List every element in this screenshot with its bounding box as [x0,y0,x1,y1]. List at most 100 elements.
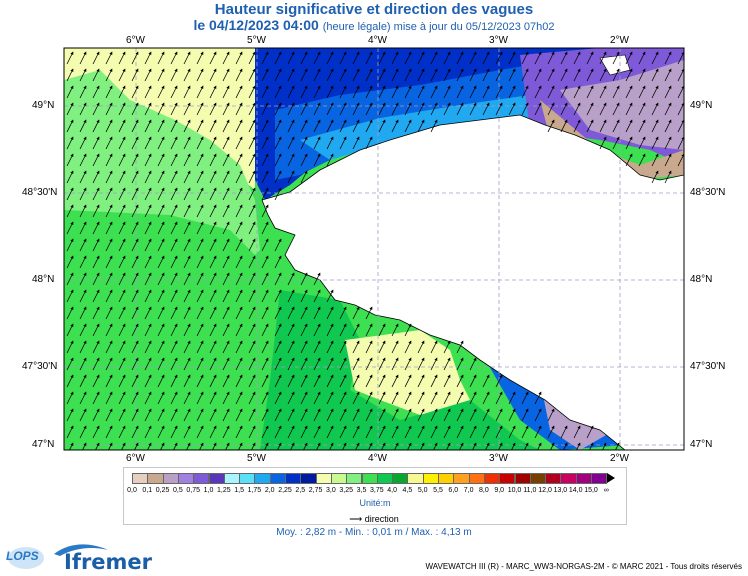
direction-arrow [326,340,334,354]
direction-arrow [313,136,321,150]
direction-arrow [339,85,347,99]
direction-arrow [225,442,230,450]
direction-arrow [651,68,659,82]
direction-arrow [602,442,607,450]
direction-arrow [352,68,360,82]
direction-arrow [105,102,113,116]
direction-arrow [92,102,100,116]
direction-arrow [261,374,269,388]
direction-arrow [144,306,152,320]
direction-arrow [248,306,256,320]
direction-arrow [144,374,152,388]
direction-arrow [625,153,633,167]
direction-arrow [430,391,438,405]
direction-arrow [222,255,230,269]
legend-level-label: 5,5 [433,487,443,494]
legend-swatch [346,473,363,484]
direction-arrow [443,374,451,388]
direction-arrow [378,408,386,422]
direction-arrow [92,425,100,439]
direction-arrow [157,187,165,201]
direction-arrow [534,85,542,99]
direction-arrow [79,238,87,252]
direction-arrow [300,289,308,303]
direction-arrow [79,136,87,150]
direction-arrow [352,136,360,150]
direction-arrow [547,51,555,65]
direction-arrow [157,51,165,65]
direction-arrow [459,442,464,450]
direction-arrow [550,442,555,450]
direction-arrow [534,102,542,116]
direction-arrow [524,442,529,450]
direction-arrow [417,374,425,388]
direction-arrow [495,68,503,82]
direction-arrow [612,119,620,133]
direction-arrow [157,323,165,337]
direction-arrow [521,68,529,82]
direction-arrow [105,255,113,269]
direction-arrow [287,68,295,82]
direction-arrow [92,255,100,269]
direction-arrow [456,340,464,354]
legend-swatch [468,473,485,484]
direction-arrow [92,51,100,65]
direction-label: direction [364,514,399,524]
direction-arrow [170,255,178,269]
direction-arrow [183,153,191,167]
direction-arrow [157,102,165,116]
direction-arrow [199,442,204,450]
legend-unit: Unité:m [359,498,391,508]
direction-arrow [599,51,607,65]
direction-arrow [248,323,256,337]
direction-arrow [261,357,269,371]
direction-arrow [105,51,113,65]
direction-arrow [534,408,542,422]
direction-arrow [209,357,217,371]
direction-arrow [508,85,516,99]
direction-arrow [378,119,386,133]
direction-arrow [378,425,386,439]
direction-arrow [326,119,334,133]
direction-arrow [170,238,178,252]
direction-arrow [456,51,464,65]
direction-arrow [248,374,256,388]
direction-arrow [92,153,100,167]
direction-arrow [560,51,568,65]
direction-arrow [131,153,139,167]
direction-arrow [508,408,516,422]
direction-arrow [547,85,555,99]
direction-arrow [92,323,100,337]
direction-arrow [456,391,464,405]
direction-arrow [404,51,412,65]
direction-arrow [508,391,516,405]
direction-arrow [79,272,87,286]
direction-arrow [274,357,282,371]
direction-arrow [235,272,243,286]
direction-arrow [173,442,178,450]
direction-arrow [365,425,373,439]
legend-swatch [392,473,409,484]
direction-arrow [664,102,672,116]
direction-arrow [287,306,295,320]
direction-arrow [118,289,126,303]
direction-arrow [79,170,87,184]
direction-arrow [261,102,269,116]
direction-arrow [183,255,191,269]
direction-arrow [300,119,308,133]
direction-arrow [170,136,178,150]
direction-arrow [534,391,542,405]
direction-arrow [222,357,230,371]
direction-arrow [576,442,581,450]
direction-arrow [287,119,295,133]
direction-arrow [105,238,113,252]
direction-arrow [261,136,269,150]
direction-arrow [92,136,100,150]
direction-arrow [326,68,334,82]
direction-arrow [287,289,295,303]
direction-arrow [222,425,230,439]
tick-right-47n: 47°N [690,439,713,450]
tick-right-48n: 48°N [690,274,713,285]
direction-arrow [209,68,217,82]
direction-arrow [196,153,204,167]
